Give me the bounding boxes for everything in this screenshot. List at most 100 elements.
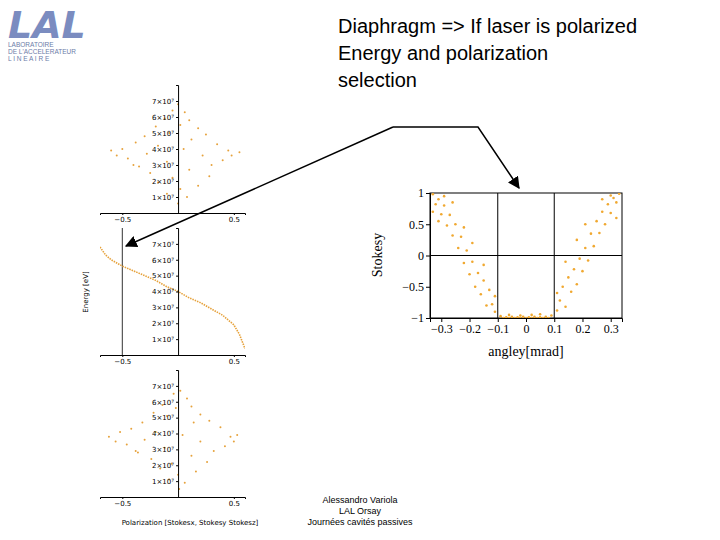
axis-line — [101, 498, 246, 500]
axis-line — [101, 356, 246, 358]
data-point — [222, 159, 224, 161]
data-point — [115, 440, 117, 442]
data-point — [205, 134, 207, 136]
data-point — [149, 172, 151, 174]
data-point — [186, 398, 188, 400]
data-point — [150, 458, 152, 460]
data-point — [556, 309, 559, 312]
data-point — [570, 290, 573, 293]
data-point — [615, 217, 618, 220]
data-point — [451, 201, 454, 204]
data-point — [216, 143, 218, 145]
data-point — [440, 213, 443, 216]
data-point — [231, 154, 233, 156]
slide: LALLABORATOIREDE L'ACCELERATEURL I N E A… — [0, 0, 720, 540]
data-point — [146, 153, 148, 155]
tick-label: 0.5 — [229, 216, 240, 224]
data-point — [561, 285, 564, 288]
data-point — [576, 283, 579, 286]
tick: 5×10⁷ — [152, 414, 178, 422]
tick-label: 0.5 — [229, 358, 240, 366]
data-point — [188, 169, 190, 171]
data-point — [609, 212, 612, 215]
data-point — [474, 285, 477, 288]
data-point — [110, 150, 112, 152]
data-point — [233, 440, 235, 442]
tick: −0.5 — [114, 213, 131, 224]
data-point — [193, 421, 195, 423]
data-point — [127, 158, 129, 160]
data-point — [465, 249, 468, 252]
tick: −0.3 — [431, 318, 453, 336]
tick-mark — [176, 244, 178, 245]
tick: 0.1 — [547, 318, 562, 336]
data-point — [578, 257, 581, 260]
cut-line — [497, 193, 498, 318]
logo-mark: LAL — [8, 3, 86, 47]
y-axis: 1×10⁷2×10⁷3×10⁷4×10⁷5×10⁷6×10⁷7×10⁷ — [152, 229, 179, 356]
data-point — [437, 198, 440, 201]
data-point — [598, 232, 601, 235]
logo: LALLABORATOIREDE L'ACCELERATEURL I N E A… — [8, 3, 86, 62]
data-point — [197, 127, 199, 129]
tick-label: 7×10⁷ — [152, 98, 174, 106]
title-line: selection — [338, 69, 417, 91]
data-point — [116, 154, 118, 156]
axis-line — [426, 194, 431, 319]
data-point — [615, 201, 618, 204]
data-point — [173, 393, 175, 395]
data-point — [179, 188, 181, 190]
tick-label: −0.5 — [402, 280, 424, 294]
tick: 6×10⁷ — [152, 398, 178, 406]
tick: 2×10⁷ — [152, 462, 178, 470]
tick-label: 0 — [418, 249, 424, 263]
data-point — [446, 224, 449, 227]
logo-line: LABORATOIRE — [8, 41, 54, 48]
data-point — [219, 426, 221, 428]
tick-label: 0.1 — [547, 322, 562, 336]
data-point — [513, 317, 516, 318]
data-point — [141, 421, 143, 423]
data-point — [618, 193, 621, 195]
data-point — [567, 276, 570, 279]
data-point — [443, 204, 446, 207]
data-point — [184, 482, 186, 484]
tick-label: 6×10⁷ — [152, 114, 174, 122]
tick-label: 0.2 — [575, 322, 590, 336]
data-point — [536, 317, 539, 318]
data-point — [592, 245, 595, 248]
tick-mark — [426, 318, 430, 319]
data-point — [581, 270, 584, 273]
y-axis: −1−0.500.51 — [402, 186, 430, 325]
data-point — [505, 316, 508, 318]
data-point — [533, 315, 536, 318]
data-point — [584, 223, 587, 226]
tick-mark — [176, 117, 178, 118]
y-axis-title: Stokesy — [370, 233, 385, 277]
data-point — [130, 428, 132, 430]
tick-label: 4×10⁷ — [152, 288, 174, 296]
tick: 6×10⁷ — [152, 114, 178, 122]
tick-mark — [176, 465, 178, 466]
tick-label: 7×10⁷ — [152, 241, 174, 249]
tick-mark — [176, 276, 178, 277]
data-point — [121, 148, 123, 150]
tick-mark — [176, 323, 178, 324]
data-line — [100, 247, 245, 349]
arrow — [393, 127, 519, 188]
data-point — [183, 148, 185, 150]
tick-label: −1 — [411, 311, 424, 325]
y-axis: 1×10⁷2×10⁷3×10⁷4×10⁷5×10⁷6×10⁷7×10⁷ — [152, 371, 179, 498]
data-point — [206, 461, 208, 463]
tick: 5×10⁷ — [152, 130, 178, 138]
data-point — [550, 314, 553, 317]
data-point — [604, 223, 607, 226]
tick-mark — [426, 256, 430, 257]
tick: 3×10⁷ — [152, 304, 178, 312]
data-point — [525, 317, 528, 318]
data-point — [519, 314, 522, 317]
cut-line — [554, 193, 555, 318]
tick: 6×10⁷ — [152, 256, 178, 264]
data-point — [155, 126, 157, 128]
data-point — [494, 295, 497, 298]
